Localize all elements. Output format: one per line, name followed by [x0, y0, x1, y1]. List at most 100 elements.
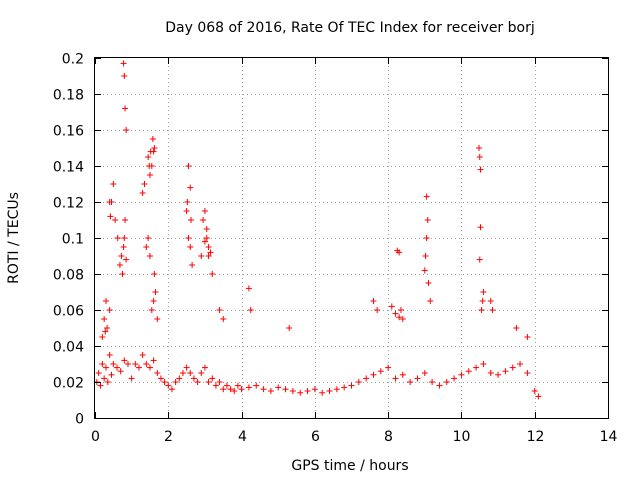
- data-point: [397, 307, 404, 313]
- data-point: [473, 364, 480, 371]
- data-point: [168, 386, 175, 393]
- data-point: [149, 136, 156, 142]
- data-point: [476, 256, 483, 263]
- data-point: [146, 253, 153, 259]
- data-point: [465, 368, 472, 375]
- data-point: [326, 388, 333, 394]
- data-point: [150, 357, 157, 364]
- data-point: [267, 388, 274, 394]
- data-point: [436, 382, 443, 389]
- data-point: [132, 361, 139, 367]
- data-point: [392, 310, 399, 317]
- data-point: [370, 298, 377, 304]
- data-point: [189, 262, 196, 268]
- data-point: [145, 154, 152, 160]
- data-point: [107, 213, 114, 220]
- x-tick-label: 0: [91, 429, 100, 445]
- data-point: [165, 382, 172, 389]
- data-point: [399, 371, 406, 378]
- data-point: [245, 384, 252, 391]
- data-point: [112, 217, 119, 223]
- data-point: [101, 375, 108, 382]
- data-point: [120, 244, 127, 250]
- data-point: [122, 105, 129, 112]
- data-point: [150, 298, 157, 304]
- data-point: [187, 244, 194, 250]
- data-point: [355, 379, 362, 385]
- data-point: [421, 370, 428, 376]
- data-point: [223, 382, 230, 389]
- data-point: [141, 181, 148, 187]
- data-point: [205, 244, 212, 250]
- data-point: [524, 370, 531, 376]
- data-point: [509, 364, 516, 371]
- data-point: [154, 316, 161, 322]
- data-point: [99, 361, 106, 367]
- grid-lines: [95, 58, 608, 418]
- x-tick-label: 2: [164, 429, 173, 445]
- data-point: [207, 249, 214, 256]
- data-point: [517, 361, 524, 367]
- data-point: [183, 364, 190, 371]
- data-point: [319, 389, 326, 396]
- data-point: [106, 307, 113, 313]
- plot-frame: [94, 57, 609, 419]
- data-point: [396, 314, 403, 321]
- data-point: [143, 244, 150, 250]
- data-point: [374, 307, 381, 313]
- data-point: [185, 163, 192, 169]
- data-point: [304, 388, 311, 394]
- y-tick-labels: 0 0.02 0.04 0.06 0.08 0.1 0.12 0.14 0.16 0.18 0.2: [53, 52, 84, 428]
- data-point: [333, 386, 340, 393]
- data-point: [377, 368, 384, 375]
- data-point: [176, 375, 183, 382]
- data-points: [93, 60, 542, 400]
- data-point: [102, 328, 109, 335]
- data-point: [118, 253, 125, 259]
- y-tick-label: 0.14: [53, 160, 84, 176]
- data-point: [146, 364, 153, 371]
- data-point: [421, 267, 428, 274]
- data-point: [477, 166, 484, 173]
- data-point: [152, 289, 159, 295]
- data-point: [231, 388, 238, 394]
- data-point: [480, 361, 487, 367]
- x-tick-label: 10: [453, 429, 471, 445]
- y-tick-label: 0.02: [53, 376, 84, 392]
- data-point: [99, 334, 106, 340]
- data-point: [201, 208, 208, 214]
- data-point: [116, 262, 123, 268]
- data-point: [161, 379, 168, 385]
- data-point: [114, 235, 121, 241]
- data-point: [286, 325, 293, 331]
- data-point: [479, 298, 486, 304]
- data-point: [399, 316, 406, 322]
- data-point: [147, 148, 154, 155]
- data-point: [187, 184, 194, 191]
- data-point: [385, 364, 392, 371]
- data-point: [227, 386, 234, 393]
- data-point: [179, 370, 186, 376]
- data-point: [209, 375, 216, 382]
- data-point: [120, 60, 127, 67]
- data-point: [104, 325, 111, 331]
- data-point: [106, 199, 113, 205]
- y-axis-label: ROTI / TECUs: [6, 192, 22, 284]
- data-point: [139, 352, 146, 358]
- data-point: [121, 357, 128, 364]
- data-point: [427, 298, 434, 304]
- data-point: [495, 371, 502, 378]
- data-point: [157, 375, 164, 382]
- x-tick-label: 4: [238, 429, 247, 445]
- y-tick-label: 0.04: [53, 340, 84, 356]
- data-point: [234, 382, 241, 389]
- data-point: [201, 364, 208, 371]
- data-point: [154, 370, 161, 376]
- data-point: [143, 361, 150, 367]
- data-point: [513, 325, 520, 331]
- data-point: [113, 364, 120, 371]
- data-point: [203, 226, 210, 232]
- data-point: [110, 361, 117, 367]
- data-point: [535, 393, 542, 400]
